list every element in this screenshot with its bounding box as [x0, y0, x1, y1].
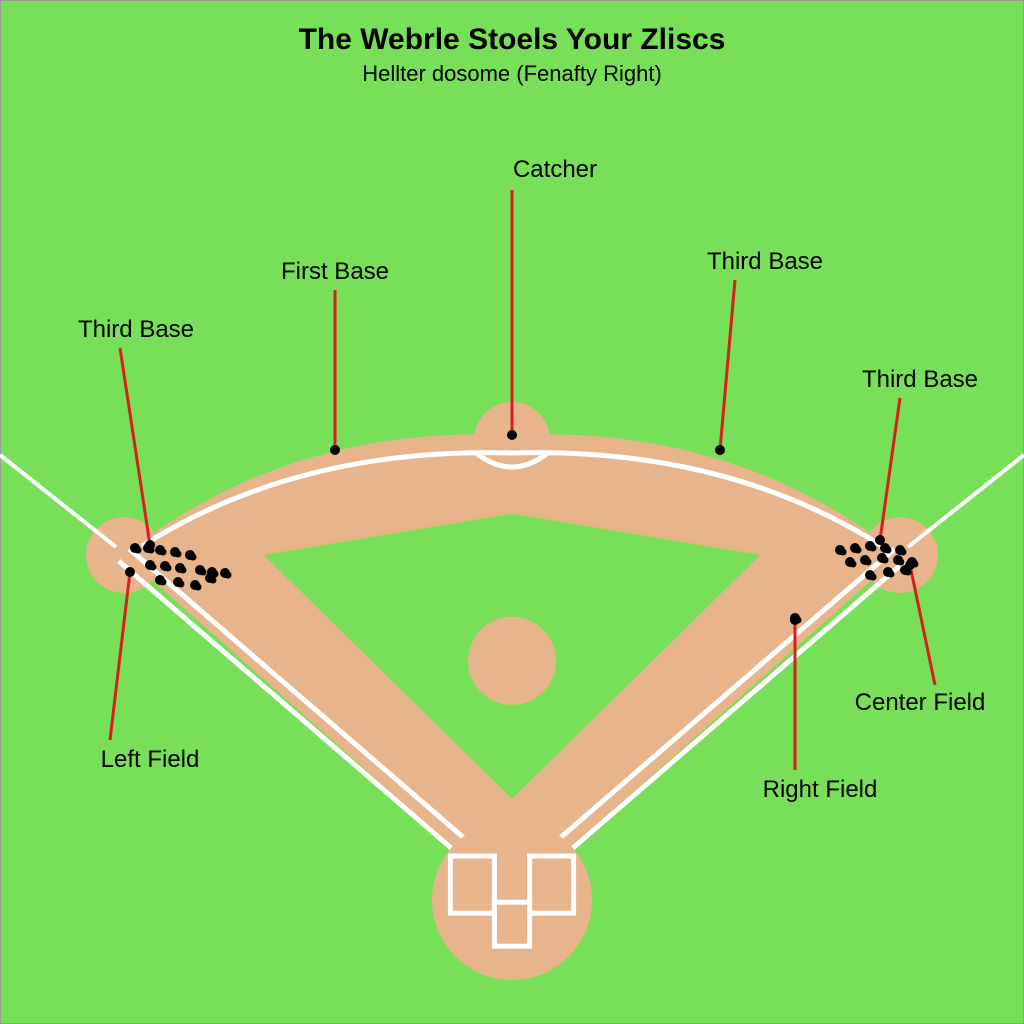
diagram-subtitle: Hellter dosome (Fenafty Right) [0, 61, 1024, 87]
base-cutout-2 [86, 517, 162, 593]
label-right-field: Right Field [763, 776, 878, 804]
baseball-field-svg [0, 0, 1024, 1024]
label-third-base-right: Third Base [862, 366, 978, 394]
label-left-field: Left Field [101, 746, 200, 774]
label-third-base-top: Third Base [707, 248, 823, 276]
label-catcher: Catcher [513, 156, 597, 184]
diagram-title: The Webrle Stoels Your Zliscs [0, 23, 1024, 57]
leader-dot-catcher [507, 430, 517, 440]
leader-dot-third-base-top [715, 445, 725, 455]
diagram-stage: The Webrle Stoels Your Zliscs Hellter do… [0, 0, 1024, 1024]
label-center-field: Center Field [855, 689, 986, 717]
leader-dot-left-field [125, 567, 135, 577]
label-first-base: First Base [281, 258, 389, 286]
pitchers-mound [468, 617, 556, 705]
label-third-base-left: Third Base [78, 316, 194, 344]
leader-dot-first-base [330, 445, 340, 455]
